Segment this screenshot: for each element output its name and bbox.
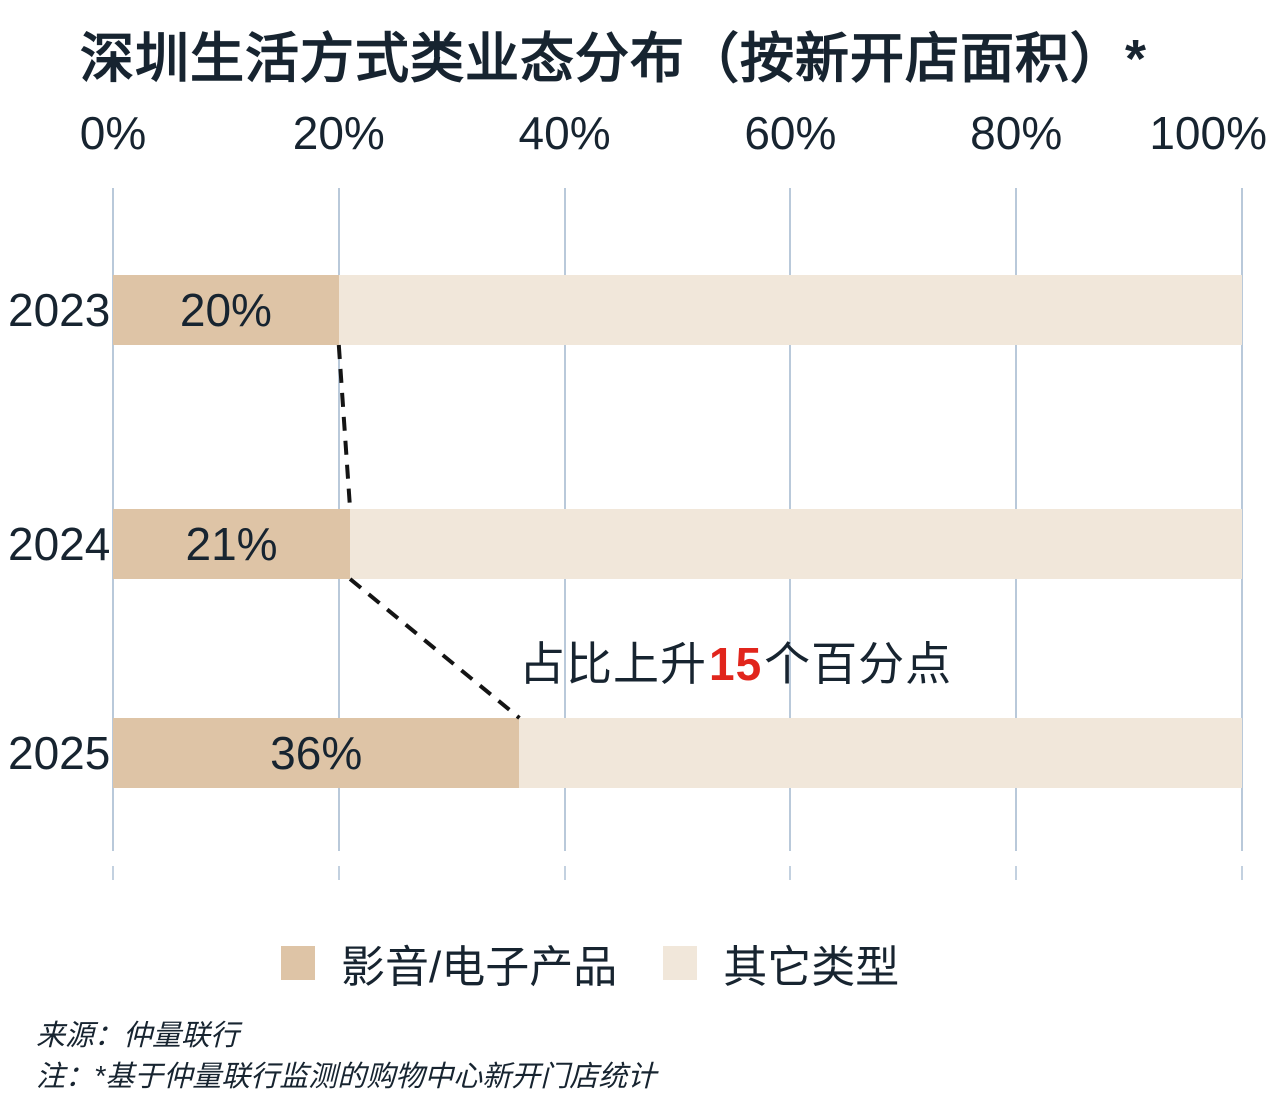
annotation-suffix: 个百分点 xyxy=(764,638,953,690)
bar-2024-segment-av-electronics: 21% xyxy=(113,509,351,579)
annotation-prefix: 占比上升 xyxy=(519,638,707,690)
source-text: 来源：仲量联行 xyxy=(36,1020,240,1052)
legend-label: 其它类型 xyxy=(723,943,900,992)
legend-swatch-other xyxy=(663,946,698,980)
legend-swatch-av-electronics xyxy=(281,946,315,980)
bar-value-label: 36% xyxy=(270,727,363,779)
legend-item: 其它类型 xyxy=(663,931,899,995)
bar-2023-segment-other xyxy=(338,275,1242,345)
bar-2025-segment-other xyxy=(519,718,1242,788)
connector-dashed-line xyxy=(348,577,521,720)
bar-2025-segment-av-electronics: 36% xyxy=(113,718,520,788)
axis-tick xyxy=(789,866,792,880)
x-axis-tick-label: 40% xyxy=(518,107,611,159)
legend-label: 影音/电子产品 xyxy=(341,943,618,992)
bar-value-label: 20% xyxy=(179,284,272,336)
axis-tick xyxy=(1015,866,1018,880)
x-axis-tick-label: 20% xyxy=(292,107,385,159)
gridline xyxy=(1241,188,1243,851)
x-axis-tick-label: 0% xyxy=(79,107,147,159)
legend-item: 影音/电子产品 xyxy=(281,931,617,995)
axis-tick xyxy=(563,866,566,880)
note-text: 注：*基于仲量联行监测的购物中心新开门店统计 xyxy=(36,1061,657,1094)
bar-2024-segment-other xyxy=(350,509,1242,579)
annotation-text: 占比上升15个百分点 xyxy=(519,628,952,694)
axis-tick xyxy=(337,866,340,880)
y-axis-label-2023: 2023 xyxy=(8,284,111,336)
y-axis-label-2024: 2024 xyxy=(8,518,111,570)
axis-tick xyxy=(1241,866,1243,880)
annotation-highlight: 15 xyxy=(709,638,763,690)
bar-value-label: 21% xyxy=(185,518,278,570)
axis-tick xyxy=(112,866,114,880)
bar-2023-segment-av-electronics: 20% xyxy=(113,275,339,345)
x-axis-tick-label: 80% xyxy=(970,107,1063,159)
legend: 影音/电子产品 其它类型 xyxy=(281,931,899,995)
y-axis-label-2025: 2025 xyxy=(8,727,111,779)
x-axis-tick-label: 60% xyxy=(744,107,837,159)
connector-dashed-line xyxy=(336,344,353,510)
chart-title: 深圳生活方式类业态分布（按新开店面积）* xyxy=(80,29,1148,89)
footer: 来源：仲量联行 注：*基于仲量联行监测的购物中心新开门店统计 xyxy=(36,1016,656,1098)
x-axis-tick-label: 100% xyxy=(1149,107,1267,159)
